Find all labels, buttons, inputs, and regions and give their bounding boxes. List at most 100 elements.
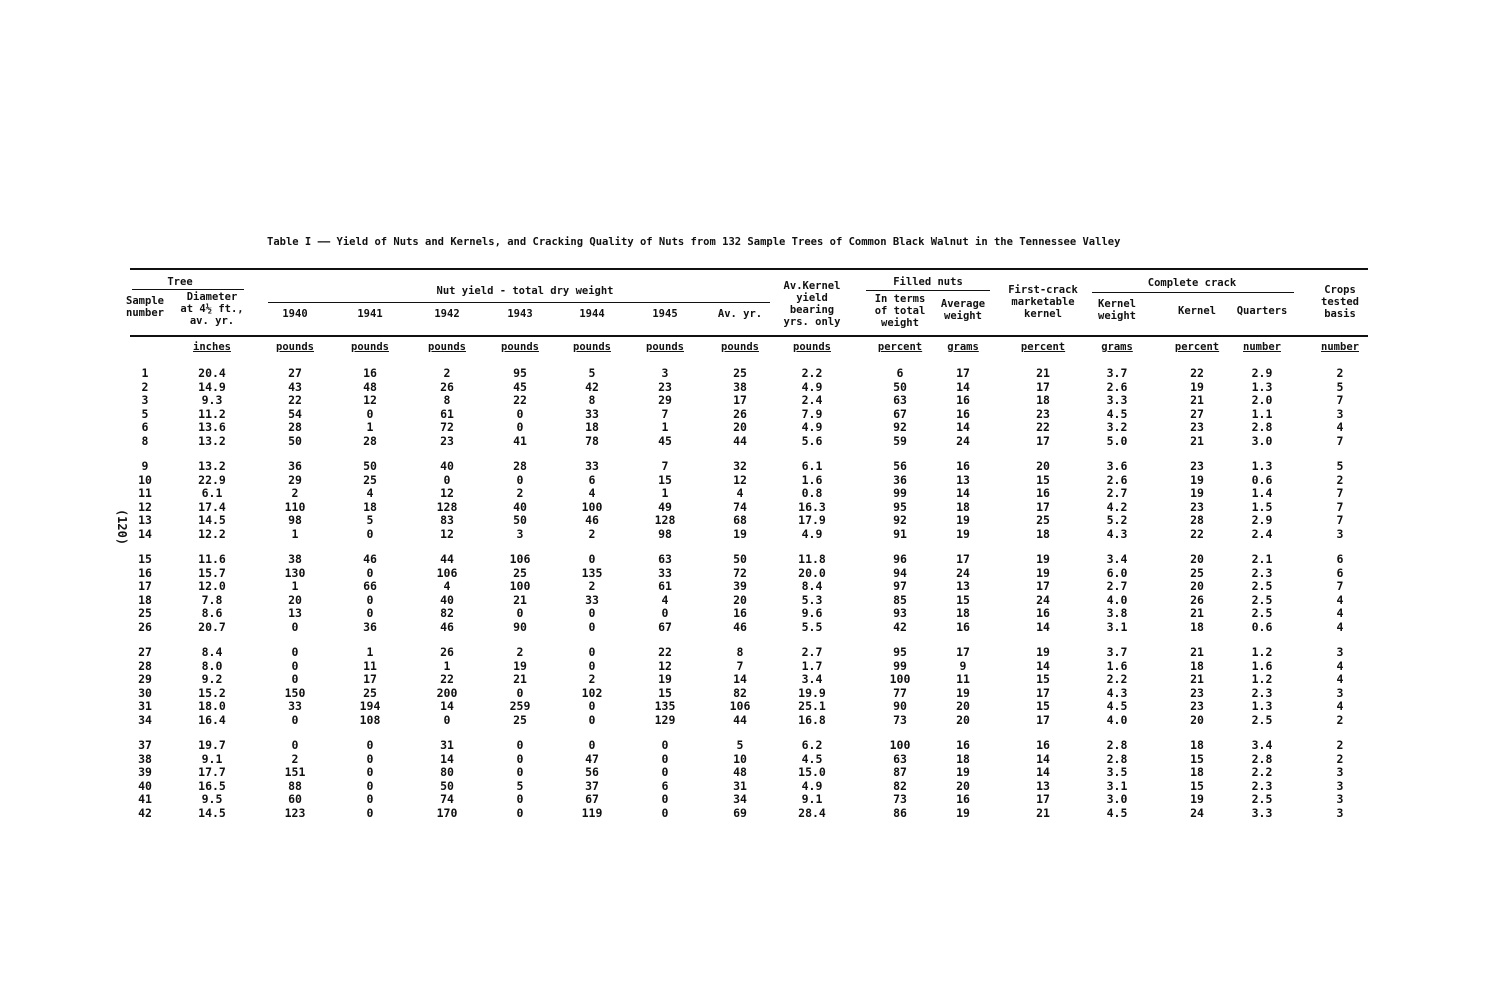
table-cell: 5 bbox=[366, 513, 374, 528]
table-cell: 6 bbox=[588, 472, 596, 487]
unit-label: pounds bbox=[573, 341, 611, 353]
table-cell: 3.0 bbox=[1106, 792, 1128, 807]
table-cell: 59 bbox=[893, 434, 907, 448]
complete-crack-header: Complete crack bbox=[1147, 277, 1237, 289]
table-cell: 34 bbox=[733, 792, 747, 807]
table-cell: 2 bbox=[588, 672, 596, 687]
column-header: Diameter at 4½ ft., av. yr. bbox=[180, 291, 244, 327]
table-cell: 17 bbox=[956, 366, 970, 380]
table-cell: 0 bbox=[366, 751, 374, 766]
table-cell: 4 bbox=[366, 486, 374, 501]
table-cell: 5 bbox=[1336, 459, 1344, 473]
table-cell: 16 bbox=[1036, 738, 1050, 752]
column-header: 1942 bbox=[434, 308, 460, 320]
table-cell: 13.2 bbox=[198, 434, 226, 448]
table-cell: 11 bbox=[956, 672, 970, 687]
table-cell: 4 bbox=[1336, 620, 1344, 634]
sample-number-cell: 10 bbox=[138, 472, 152, 487]
table-cell: 20 bbox=[733, 420, 747, 435]
complete-crack-rule bbox=[1092, 292, 1294, 293]
table-cell: 23 bbox=[1190, 685, 1204, 700]
sample-number-cell: 41 bbox=[138, 792, 152, 807]
table-cell: 9.3 bbox=[201, 393, 223, 408]
table-cell: 1 bbox=[443, 658, 451, 673]
sample-number-cell: 27 bbox=[138, 645, 152, 659]
table-cell: 128 bbox=[436, 499, 458, 514]
table-cell: 12 bbox=[363, 393, 377, 408]
table-cell: 4.9 bbox=[801, 527, 823, 541]
table-cell: 5 bbox=[516, 778, 524, 793]
table-cell: 2.5 bbox=[1251, 713, 1273, 727]
table-cell: 0 bbox=[588, 738, 596, 752]
table-cell: 6 bbox=[1336, 565, 1344, 580]
tree-header: Tree bbox=[167, 276, 193, 288]
table-cell: 39 bbox=[733, 579, 747, 594]
table-cell: 13 bbox=[288, 606, 302, 621]
table-cell: 2.5 bbox=[1251, 579, 1273, 594]
table-cell: 23 bbox=[1190, 459, 1204, 473]
table-cell: 20 bbox=[956, 778, 970, 793]
table-cell: 28 bbox=[288, 420, 302, 435]
table-cell: 43 bbox=[288, 379, 302, 394]
table-cell: 1.5 bbox=[1251, 499, 1273, 514]
table-cell: 46 bbox=[363, 552, 377, 566]
table-cell: 82 bbox=[893, 778, 907, 793]
table-cell: 93 bbox=[893, 606, 907, 621]
table-cell: 1.3 bbox=[1251, 699, 1273, 714]
table-cell: 36 bbox=[363, 620, 377, 634]
column-header: Av.Kernel yield bearing yrs. only bbox=[783, 280, 841, 328]
column-header: Crops tested basis bbox=[1321, 284, 1359, 320]
unit-label: pounds bbox=[646, 341, 684, 353]
table-cell: 15 bbox=[1036, 699, 1050, 714]
table-cell: 16 bbox=[363, 366, 377, 380]
table-cell: 17 bbox=[956, 645, 970, 659]
table-cell: 2.2 bbox=[1251, 765, 1273, 780]
table-cell: 0 bbox=[661, 751, 669, 766]
table-cell: 82 bbox=[440, 606, 454, 621]
table-cell: 49 bbox=[658, 499, 672, 514]
table-cell: 3 bbox=[1336, 685, 1344, 700]
table-cell: 20 bbox=[733, 592, 747, 607]
table-cell: 1.1 bbox=[1251, 406, 1273, 421]
table-cell: 33 bbox=[288, 699, 302, 714]
table-cell: 19 bbox=[733, 527, 747, 541]
table-cell: 0 bbox=[366, 592, 374, 607]
column-header: 1940 bbox=[282, 308, 308, 320]
table-cell: 0 bbox=[516, 472, 524, 487]
table-cell: 18 bbox=[363, 499, 377, 514]
table-cell: 0 bbox=[661, 792, 669, 807]
table-cell: 42 bbox=[893, 620, 907, 634]
unit-label: number bbox=[1243, 341, 1281, 353]
table-cell: 8 bbox=[443, 393, 451, 408]
table-cell: 2 bbox=[443, 366, 451, 380]
table-cell: 3.3 bbox=[1251, 806, 1273, 820]
table-cell: 2.4 bbox=[1251, 527, 1273, 541]
table-cell: 28 bbox=[1190, 513, 1204, 528]
table-cell: 0 bbox=[588, 645, 596, 659]
table-cell: 170 bbox=[436, 806, 458, 820]
table-cell: 95 bbox=[893, 499, 907, 514]
table-cell: 63 bbox=[893, 751, 907, 766]
table-cell: 2.5 bbox=[1251, 592, 1273, 607]
table-cell: 0 bbox=[366, 606, 374, 621]
sample-number-cell: 15 bbox=[138, 552, 152, 566]
table-cell: 5 bbox=[588, 366, 596, 380]
table-cell: 4.3 bbox=[1106, 685, 1128, 700]
table-cell: 0 bbox=[588, 658, 596, 673]
sample-number-cell: 30 bbox=[138, 685, 152, 700]
table-cell: 6.2 bbox=[801, 738, 823, 752]
table-cell: 17 bbox=[733, 393, 747, 408]
table-cell: 28.4 bbox=[798, 806, 826, 820]
table-cell: 2.6 bbox=[1106, 472, 1128, 487]
table-cell: 2.2 bbox=[1106, 672, 1128, 687]
table-cell: 73 bbox=[893, 713, 907, 727]
table-cell: 4.9 bbox=[801, 778, 823, 793]
table-cell: 2.7 bbox=[801, 645, 823, 659]
sample-number-cell: 9 bbox=[141, 459, 149, 473]
table-cell: 1 bbox=[661, 420, 669, 435]
table-cell: 7.9 bbox=[801, 406, 823, 421]
table-cell: 83 bbox=[440, 513, 454, 528]
table-cell: 28 bbox=[363, 434, 377, 448]
table-cell: 14 bbox=[1036, 620, 1050, 634]
table-cell: 1 bbox=[661, 486, 669, 501]
